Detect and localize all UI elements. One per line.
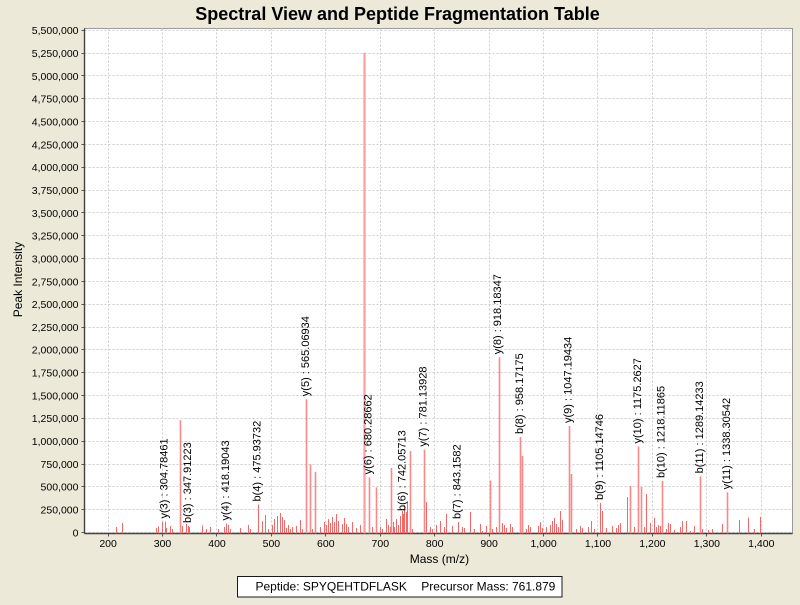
svg-text:y(6) : 680.28662: y(6) : 680.28662 — [363, 394, 375, 474]
svg-text:1,100: 1,100 — [585, 538, 611, 550]
svg-text:800: 800 — [426, 538, 444, 550]
svg-text:3,000,000: 3,000,000 — [32, 253, 79, 265]
svg-text:200: 200 — [99, 538, 117, 550]
svg-text:4,250,000: 4,250,000 — [32, 139, 79, 151]
svg-text:b(3) : 347.91223: b(3) : 347.91223 — [182, 442, 194, 523]
svg-text:250,000: 250,000 — [41, 505, 79, 517]
svg-text:300: 300 — [154, 538, 172, 550]
svg-text:2,500,000: 2,500,000 — [32, 299, 79, 311]
svg-text:1,000: 1,000 — [530, 538, 556, 550]
svg-text:Peak Intensity: Peak Intensity — [11, 242, 25, 317]
svg-text:2,250,000: 2,250,000 — [32, 322, 79, 334]
svg-text:4,750,000: 4,750,000 — [32, 94, 79, 106]
svg-text:b(8) : 958.17175: b(8) : 958.17175 — [514, 353, 526, 434]
svg-text:y(3) : 304.78461: y(3) : 304.78461 — [158, 438, 170, 518]
svg-text:y(8) : 918.18347: y(8) : 918.18347 — [492, 274, 504, 354]
svg-text:1,400: 1,400 — [748, 538, 774, 550]
svg-text:3,500,000: 3,500,000 — [32, 208, 79, 220]
svg-text:700: 700 — [372, 538, 390, 550]
svg-text:5,000,000: 5,000,000 — [32, 71, 79, 83]
svg-text:1,000,000: 1,000,000 — [32, 436, 79, 448]
svg-text:5,500,000: 5,500,000 — [32, 25, 79, 37]
svg-text:3,750,000: 3,750,000 — [32, 185, 79, 197]
svg-text:4,000,000: 4,000,000 — [32, 162, 79, 174]
svg-text:900: 900 — [480, 538, 498, 550]
svg-text:b(6) : 742.05713: b(6) : 742.05713 — [396, 430, 408, 511]
svg-text:500,000: 500,000 — [41, 482, 79, 494]
svg-text:y(5) : 565.06934: y(5) : 565.06934 — [300, 316, 312, 396]
svg-text:5,250,000: 5,250,000 — [32, 48, 79, 60]
svg-text:y(4) : 418.19043: y(4) : 418.19043 — [220, 440, 232, 520]
svg-text:600: 600 — [317, 538, 335, 550]
svg-text:1,200: 1,200 — [639, 538, 665, 550]
svg-text:y(10) : 1175.2627: y(10) : 1175.2627 — [632, 358, 644, 443]
svg-text:Precursor Mass: 761.879: Precursor Mass: 761.879 — [421, 579, 555, 593]
svg-text:1,300: 1,300 — [694, 538, 720, 550]
svg-text:b(11) : 1289.14233: b(11) : 1289.14233 — [694, 381, 706, 473]
svg-text:500: 500 — [263, 538, 281, 550]
svg-text:0: 0 — [73, 527, 79, 539]
svg-text:Spectral View and Peptide Frag: Spectral View and Peptide Fragmentation … — [195, 4, 599, 24]
svg-text:b(4) : 475.93732: b(4) : 475.93732 — [252, 421, 264, 502]
svg-text:1,750,000: 1,750,000 — [32, 368, 79, 380]
svg-text:Peptide: SPYQEHTDFLASK: Peptide: SPYQEHTDFLASK — [256, 579, 407, 593]
svg-text:1,500,000: 1,500,000 — [32, 390, 79, 402]
svg-text:b(10) : 1218.11865: b(10) : 1218.11865 — [656, 386, 668, 478]
svg-text:y(7) : 781.13928: y(7) : 781.13928 — [418, 366, 430, 446]
svg-text:b(7) : 843.1582: b(7) : 843.1582 — [451, 444, 463, 519]
svg-text:Mass (m/z): Mass (m/z) — [410, 552, 469, 566]
svg-text:3,250,000: 3,250,000 — [32, 231, 79, 243]
svg-text:4,500,000: 4,500,000 — [32, 116, 79, 128]
svg-text:2,750,000: 2,750,000 — [32, 276, 79, 288]
svg-text:1,250,000: 1,250,000 — [32, 413, 79, 425]
svg-text:750,000: 750,000 — [41, 459, 79, 471]
svg-text:b(9) : 1105.14746: b(9) : 1105.14746 — [594, 414, 606, 500]
svg-text:400: 400 — [208, 538, 226, 550]
svg-text:2,000,000: 2,000,000 — [32, 345, 79, 357]
svg-text:y(11) : 1338.30542: y(11) : 1338.30542 — [721, 398, 733, 490]
svg-text:y(9) : 1047.19434: y(9) : 1047.19434 — [563, 337, 575, 423]
